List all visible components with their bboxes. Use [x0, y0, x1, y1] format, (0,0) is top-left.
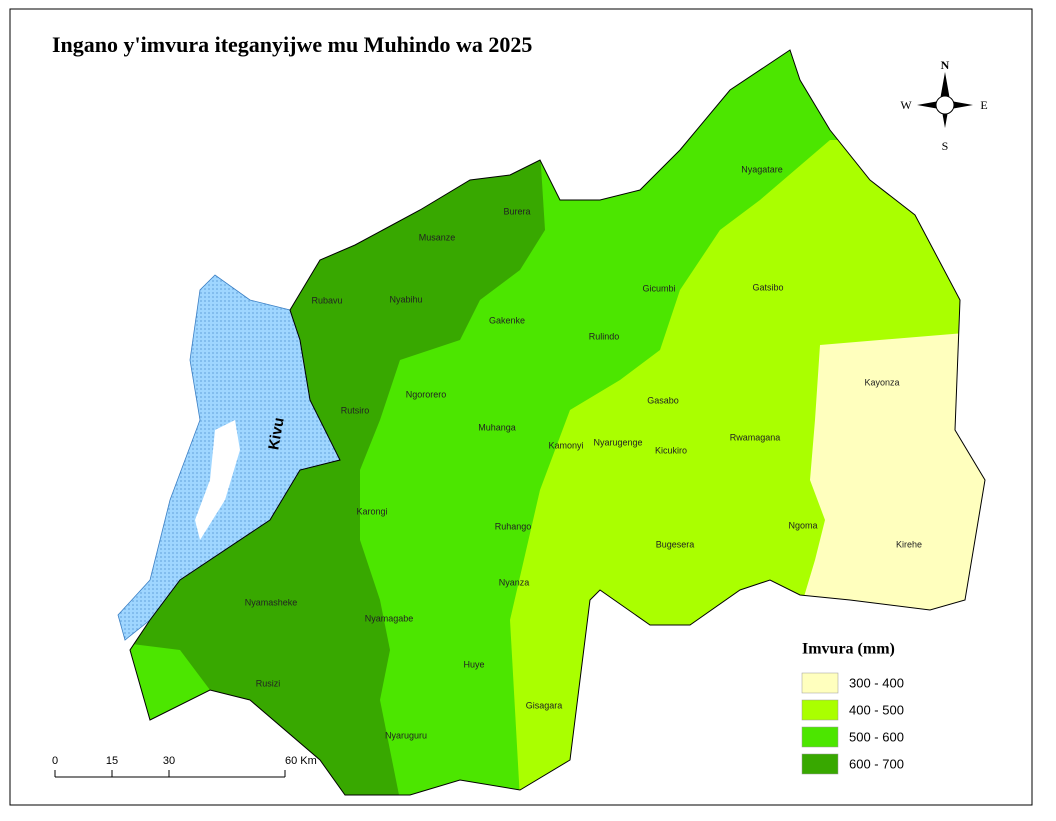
district-label: Ruhango	[495, 521, 532, 531]
map-title: Ingano y'imvura iteganyijwe mu Muhindo w…	[52, 32, 532, 57]
scale-label: 60 Km	[285, 755, 317, 767]
district-label: Ngororero	[406, 389, 447, 399]
district-label: Gakenke	[489, 315, 525, 325]
legend-swatch	[801, 672, 839, 694]
district-label: Gasabo	[647, 395, 679, 405]
district-label: Kamonyi	[548, 440, 583, 450]
legend-swatch	[801, 726, 839, 748]
zone-300-400	[800, 330, 985, 620]
legend-title: Imvura (mm)	[802, 641, 895, 658]
legend-label: 600 - 700	[849, 756, 904, 771]
district-label: Gisagara	[526, 700, 563, 710]
district-label: Musanze	[419, 232, 456, 242]
district-label: Muhanga	[478, 422, 516, 432]
district-label: Nyagatare	[741, 164, 783, 174]
legend-swatch	[801, 753, 839, 775]
district-label: Kayonza	[864, 377, 899, 387]
district-label: Rubavu	[311, 295, 342, 305]
compass-e: E	[980, 98, 987, 112]
district-label: Ngoma	[788, 520, 817, 530]
district-label: Gicumbi	[642, 283, 675, 293]
district-label: Rusizi	[256, 678, 281, 688]
legend: Imvura (mm) 300 - 400 400 - 500 500 - 600 6…	[801, 641, 904, 775]
compass-w: W	[900, 98, 912, 112]
compass-n: N	[941, 58, 950, 72]
district-label: Rulindo	[589, 331, 620, 341]
district-label: Nyaruguru	[385, 730, 427, 740]
district-label: Rwamagana	[730, 432, 781, 442]
legend-swatch	[801, 699, 839, 721]
district-label: Nyanza	[499, 577, 530, 587]
island	[195, 420, 240, 540]
scale-label: 15	[106, 755, 118, 767]
district-label: Kicukiro	[655, 445, 687, 455]
scale-label: 30	[163, 755, 175, 767]
legend-label: 400 - 500	[849, 702, 904, 717]
district-label: Nyabihu	[389, 294, 422, 304]
district-label: Gatsibo	[752, 282, 783, 292]
compass-s: S	[942, 139, 949, 153]
district-label: Kirehe	[896, 539, 922, 549]
compass: N S E W	[900, 58, 987, 153]
scale-bar: 0 15 30 60 Km	[52, 755, 317, 778]
district-label: Nyarugenge	[593, 437, 642, 447]
district-label: Huye	[463, 659, 484, 669]
legend-label: 500 - 600	[849, 729, 904, 744]
district-label: Nyamasheke	[245, 597, 298, 607]
district-label: Bugesera	[656, 539, 695, 549]
lake-label: Kivu	[265, 416, 287, 451]
district-label: Rutsiro	[341, 405, 370, 415]
district-label: Nyamagabe	[365, 613, 414, 623]
legend-label: 300 - 400	[849, 675, 904, 690]
scale-label: 0	[52, 755, 58, 767]
district-label: Karongi	[356, 506, 387, 516]
district-label: Burera	[503, 206, 530, 216]
country-border	[129, 49, 986, 796]
district-labels: Nyagatare Burera Musanze Gatsibo Gicumbi Ruba…	[245, 164, 922, 740]
